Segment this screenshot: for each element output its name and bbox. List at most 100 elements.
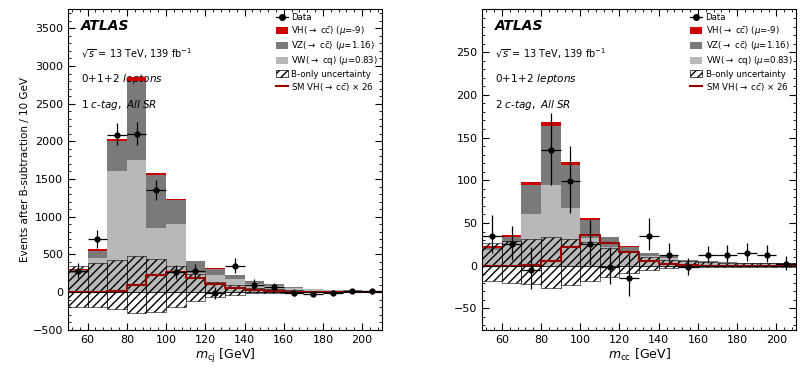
Bar — [737, 263, 757, 264]
Bar — [600, 247, 619, 266]
Bar — [541, 238, 561, 288]
Bar — [225, 279, 245, 292]
Bar — [718, 263, 737, 266]
Bar — [127, 81, 146, 160]
Bar — [264, 289, 284, 293]
Bar — [107, 141, 127, 171]
Bar — [323, 291, 342, 293]
Bar — [206, 269, 225, 276]
X-axis label: $m_\mathrm{{cj}}\ [\mathrm{GeV}]$: $m_\mathrm{{cj}}\ [\mathrm{GeV}]$ — [194, 348, 255, 365]
Bar — [658, 260, 678, 268]
Bar — [580, 218, 600, 219]
Bar — [482, 250, 502, 266]
Bar — [737, 264, 757, 266]
Bar — [146, 172, 166, 175]
Bar — [284, 287, 303, 288]
Bar — [88, 263, 107, 307]
Bar — [619, 252, 639, 266]
Bar — [284, 288, 303, 292]
Bar — [678, 262, 698, 268]
Bar — [303, 291, 323, 293]
Bar — [580, 238, 600, 266]
Bar — [522, 239, 541, 285]
Bar — [502, 236, 522, 242]
Bar — [264, 286, 284, 292]
Bar — [146, 228, 166, 292]
Bar — [522, 215, 541, 266]
Bar — [482, 248, 502, 250]
Bar — [88, 251, 107, 258]
Bar — [718, 262, 737, 263]
Bar — [776, 263, 796, 268]
Bar — [502, 241, 522, 283]
Text: $\mathit{1\ c\text{-}tag,\ All\ SR}$: $\mathit{1\ c\text{-}tag,\ All\ SR}$ — [81, 97, 157, 111]
Bar — [206, 276, 225, 292]
Bar — [561, 239, 580, 285]
Bar — [186, 260, 206, 261]
Bar — [166, 224, 186, 292]
Bar — [502, 242, 522, 266]
Bar — [619, 252, 639, 273]
Bar — [522, 185, 541, 215]
Bar — [225, 275, 245, 279]
Text: $\sqrt{s}$ = 13 TeV, 139 fb$^{-1}$: $\sqrt{s}$ = 13 TeV, 139 fb$^{-1}$ — [494, 46, 606, 61]
Bar — [107, 260, 127, 309]
Bar — [284, 290, 303, 293]
X-axis label: $m_\mathrm{{cc}}\ [\mathrm{GeV}]$: $m_\mathrm{{cc}}\ [\mathrm{GeV}]$ — [608, 348, 670, 363]
Text: $0\!+\!1\!+\!2\ \mathit{leptons}$: $0\!+\!1\!+\!2\ \mathit{leptons}$ — [81, 72, 162, 86]
Bar — [718, 263, 737, 268]
Bar — [245, 281, 264, 284]
Bar — [68, 266, 88, 307]
Bar — [127, 77, 146, 81]
Bar — [757, 263, 776, 264]
Bar — [206, 282, 225, 297]
Bar — [678, 260, 698, 266]
Bar — [88, 249, 107, 251]
Bar — [580, 219, 600, 238]
Bar — [658, 256, 678, 258]
Bar — [225, 285, 245, 295]
Bar — [323, 290, 342, 292]
Bar — [166, 199, 186, 200]
Bar — [658, 258, 678, 266]
Y-axis label: Events after B-subtraction / 10 GeV: Events after B-subtraction / 10 GeV — [20, 77, 30, 262]
Bar — [303, 290, 323, 292]
Bar — [541, 127, 561, 185]
Bar — [245, 288, 264, 293]
Bar — [698, 262, 718, 268]
Bar — [541, 122, 561, 127]
Bar — [186, 261, 206, 273]
Bar — [757, 264, 776, 266]
Bar — [600, 238, 619, 247]
Bar — [342, 291, 362, 293]
Bar — [68, 269, 88, 270]
Text: $\mathit{2\ c\text{-}tag,\ All\ SR}$: $\mathit{2\ c\text{-}tag,\ All\ SR}$ — [494, 97, 571, 111]
Bar — [186, 274, 206, 301]
Legend: Data, VH($\rightarrow$ c$\bar{\mathrm{c}}$) ($\mu$=-9), VZ($\rightarrow$ c$\bar{: Data, VH($\rightarrow$ c$\bar{\mathrm{c}… — [275, 12, 379, 94]
Text: $0\!+\!1\!+\!2\ \mathit{leptons}$: $0\!+\!1\!+\!2\ \mathit{leptons}$ — [494, 72, 577, 86]
Bar — [639, 256, 658, 266]
Bar — [561, 165, 580, 208]
Bar — [776, 263, 796, 264]
Bar — [561, 208, 580, 266]
Bar — [146, 259, 166, 312]
Bar — [68, 270, 88, 273]
Bar — [186, 273, 206, 292]
Bar — [146, 175, 166, 228]
Bar — [541, 185, 561, 266]
Bar — [776, 264, 796, 266]
Legend: Data, VH($\rightarrow$ c$\bar{\mathrm{c}}$) ($\mu$=-9), VZ($\rightarrow$ c$\bar{: Data, VH($\rightarrow$ c$\bar{\mathrm{c}… — [690, 12, 794, 94]
Bar — [362, 291, 382, 292]
Bar — [482, 243, 502, 281]
Bar — [580, 242, 600, 281]
Bar — [166, 266, 186, 307]
Bar — [107, 139, 127, 141]
Bar — [482, 246, 502, 248]
Bar — [502, 235, 522, 236]
Bar — [600, 248, 619, 277]
Bar — [342, 291, 362, 292]
Bar — [600, 237, 619, 238]
Text: $\sqrt{s}$ = 13 TeV, 139 fb$^{-1}$: $\sqrt{s}$ = 13 TeV, 139 fb$^{-1}$ — [81, 46, 192, 61]
Bar — [698, 262, 718, 266]
Bar — [166, 200, 186, 224]
